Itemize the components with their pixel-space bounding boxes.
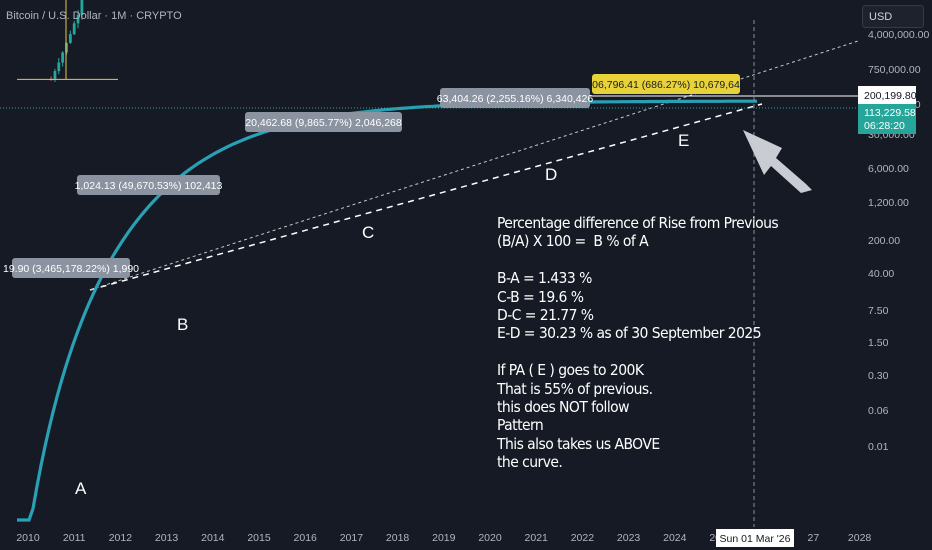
time-tick-label: 27	[808, 532, 820, 544]
time-tick-label: 2015	[247, 532, 271, 544]
time-tick-label: 2019	[432, 532, 456, 544]
point-label-c: C	[362, 223, 374, 242]
measure-tools-layer: 19.90 (3,465,178.22%) 1,990 A 1,024.13 (49…	[3, 0, 746, 498]
time-tick-label: 2010	[16, 532, 40, 544]
time-tick-label: 2017	[340, 532, 364, 544]
time-axis-bg	[0, 527, 860, 550]
price-tick-label: 0.06	[868, 405, 889, 417]
point-label-e: E	[678, 131, 689, 150]
candle-body	[72, 23, 76, 35]
price-tick-label: 0.01	[868, 441, 889, 453]
measure-label-bg	[592, 74, 740, 94]
measure-label-b: 1,024.13 (49,670.53%) 102,413	[75, 180, 223, 192]
time-axis: 2010 2011 2012 2013 2014 2015 2016 2017 2018 2019…	[0, 527, 871, 550]
measure-label-d: 63,404.26 (2,255.16%) 6,340,426	[437, 93, 594, 105]
point-label-d: D	[545, 165, 557, 184]
time-tick-label: 2020	[478, 532, 502, 544]
measure-label-a: 19.90 (3,465,178.22%) 1,990	[3, 263, 139, 275]
measure-label-bg	[12, 258, 130, 278]
crosshair-date-badge	[716, 529, 794, 547]
time-tick-label: 2012	[109, 532, 133, 544]
point-label-b: B	[177, 315, 188, 334]
currency-button[interactable]: USD	[862, 5, 924, 28]
candle-body	[76, 14, 80, 24]
price-tick-label: 200.00	[868, 235, 900, 247]
measure-label-e: 106,796.41 (686.27%) 10,679,641	[586, 79, 746, 91]
time-tick-label: 2011	[63, 532, 86, 544]
time-tick-label: 2028	[848, 532, 872, 544]
level-badge	[858, 86, 916, 104]
time-tick-label: 2018	[386, 532, 410, 544]
time-tick-label: 2014	[201, 532, 225, 544]
price-tick-label: 1,200.00	[868, 197, 909, 209]
analysis-note: Percentage difference of Rise from Previ…	[497, 214, 779, 472]
candle-body	[61, 52, 65, 63]
price-tick-label: 750,000.00	[868, 64, 921, 76]
level-badge-text: 200,199.80	[864, 90, 917, 102]
price-badge	[858, 104, 916, 134]
price-tick-label: 7.50	[868, 305, 889, 317]
price-tick-label: 4,000,000.00	[868, 29, 929, 41]
candle-body	[80, 0, 84, 15]
time-tick-label: 2024	[663, 532, 687, 544]
time-tick-label: 2021	[525, 532, 549, 544]
countdown-text: 06:28:20	[864, 120, 905, 132]
time-tick-label: 2016	[294, 532, 318, 544]
measure-label-bg	[245, 112, 402, 132]
current-price-text: 113,229.58	[864, 107, 916, 119]
arrow-marker	[743, 130, 812, 193]
time-tick-label: 2013	[155, 532, 179, 544]
price-tick-label: 6,000.00	[868, 163, 909, 175]
measure-label-c: 20,462.68 (9,865.77%) 2,046,268	[245, 117, 402, 129]
time-tick-label: 2022	[571, 532, 595, 544]
candle-body	[57, 62, 61, 72]
log-growth-curve	[17, 99, 757, 522]
crosshair-date-text: Sun 01 Mar '26	[720, 533, 791, 545]
candle-body	[53, 71, 57, 80]
candle-body	[68, 34, 72, 43]
measure-label-bg	[77, 175, 220, 195]
point-label-a: A	[75, 479, 87, 498]
price-tick-label: 1.50	[868, 337, 889, 349]
price-tick-label: 0.30	[868, 370, 889, 382]
time-tick-label: 2023	[617, 532, 641, 544]
symbol-title: Bitcoin / U.S. Dollar · 1M · CRYPTO	[6, 10, 182, 22]
price-tick-label: 40.00	[868, 268, 894, 280]
measure-label-bg	[440, 88, 590, 108]
